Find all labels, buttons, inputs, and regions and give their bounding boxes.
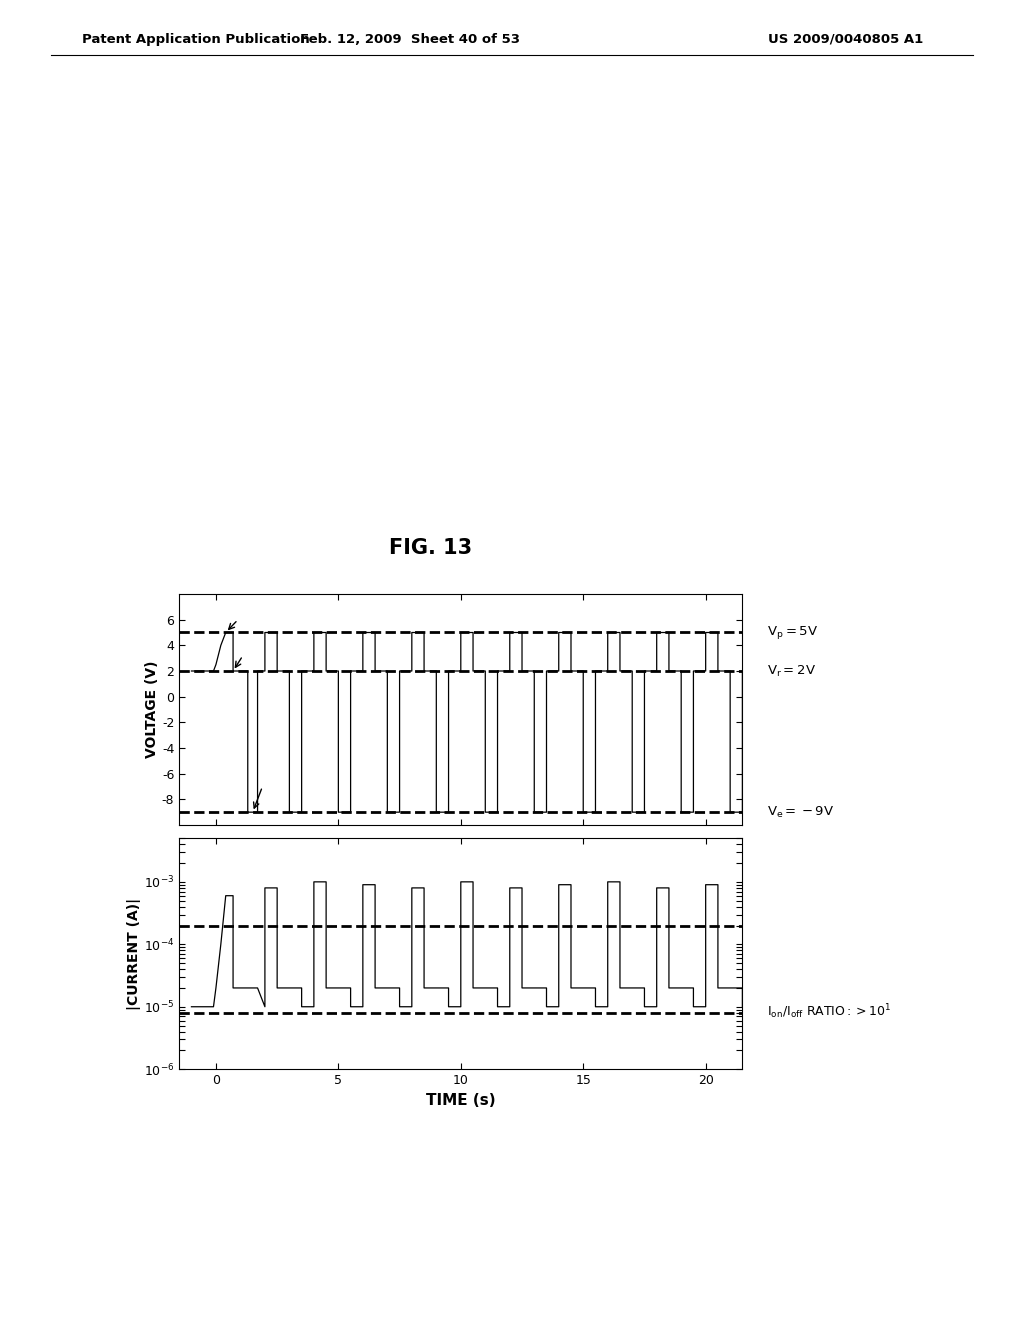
Y-axis label: |CURRENT (A)|: |CURRENT (A)| <box>127 898 141 1010</box>
Text: $\rm V_e=-9V$: $\rm V_e=-9V$ <box>767 805 834 820</box>
Text: FIG. 13: FIG. 13 <box>388 537 472 558</box>
Text: Feb. 12, 2009  Sheet 40 of 53: Feb. 12, 2009 Sheet 40 of 53 <box>300 33 519 46</box>
Text: $\rm V_r=2V$: $\rm V_r=2V$ <box>767 664 816 678</box>
Text: US 2009/0040805 A1: US 2009/0040805 A1 <box>768 33 924 46</box>
Y-axis label: VOLTAGE (V): VOLTAGE (V) <box>145 661 159 758</box>
Text: Patent Application Publication: Patent Application Publication <box>82 33 309 46</box>
Text: $\rm V_p=5V$: $\rm V_p=5V$ <box>767 624 818 642</box>
Text: $\rm I_{on}/I_{off}\ RATIO:>10^1$: $\rm I_{on}/I_{off}\ RATIO:>10^1$ <box>767 1002 892 1020</box>
X-axis label: TIME (s): TIME (s) <box>426 1093 496 1107</box>
